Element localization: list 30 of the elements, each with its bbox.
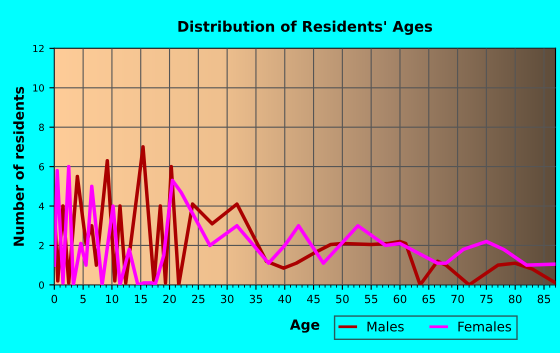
x-tick-label: 30: [220, 294, 234, 304]
x-tick-label: 20: [163, 294, 176, 304]
x-tick-label: 50: [336, 294, 349, 304]
x-tick-label: 15: [134, 294, 147, 304]
x-tick-label: 5: [80, 294, 86, 304]
x-tick-label: 55: [364, 294, 378, 304]
y-tick-label: 6: [39, 163, 44, 170]
x-tick-label: 10: [106, 294, 118, 304]
y-axis-title: Number of residents: [13, 86, 24, 246]
y-tick-label: 2: [39, 242, 44, 250]
y-tick-label: 12: [33, 44, 44, 52]
y-tick-label: 4: [38, 202, 44, 210]
legend-label: Females: [458, 321, 512, 332]
x-tick-label: 0: [52, 294, 58, 304]
x-tick-label: 25: [192, 294, 204, 304]
x-tick-label: 80: [508, 294, 522, 304]
x-tick-label: 65: [422, 294, 435, 304]
x-tick-label: 45: [307, 294, 320, 304]
x-tick-label: 60: [394, 294, 406, 304]
x-tick-label: 70: [451, 294, 464, 304]
y-tick-label: 10: [33, 84, 44, 92]
chart-title: Distribution of Residents' Ages: [178, 20, 432, 35]
x-tick-label: 85: [538, 294, 550, 304]
y-tick-label: 8: [39, 124, 44, 132]
x-tick-label: 35: [250, 294, 262, 304]
y-tick-label: 0: [39, 281, 44, 289]
legend-label: Males: [368, 321, 404, 332]
x-tick-label: 40: [278, 294, 292, 304]
x-tick-label: 75: [480, 294, 492, 304]
x-axis-title: Age: [290, 320, 320, 333]
